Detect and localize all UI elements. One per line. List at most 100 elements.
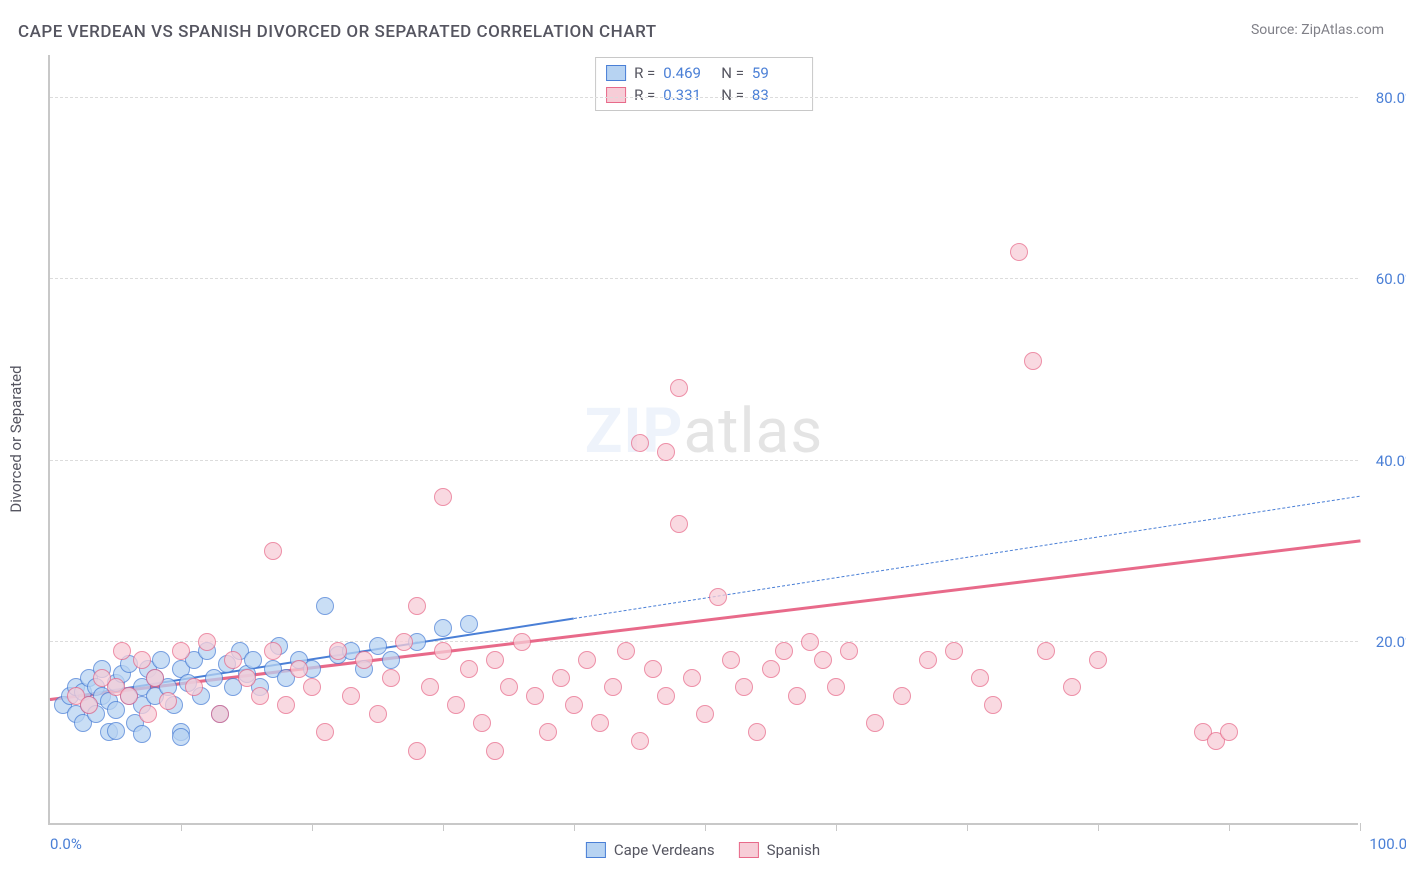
data-point <box>500 678 518 696</box>
data-point <box>185 678 203 696</box>
watermark-atlas: atlas <box>683 395 823 468</box>
data-point <box>290 660 308 678</box>
data-point <box>342 687 360 705</box>
data-point <box>264 642 282 660</box>
plot-region: Divorced or Separated 0.0% 100.0% ZIPatl… <box>48 55 1358 825</box>
data-point <box>205 669 223 687</box>
data-point <box>152 651 170 669</box>
data-point <box>1037 642 1055 660</box>
data-point <box>434 619 452 637</box>
legend-swatch <box>606 65 626 81</box>
data-point <box>696 705 714 723</box>
data-point <box>840 642 858 660</box>
x-axis-min-label: 0.0% <box>50 835 82 853</box>
data-point <box>552 669 570 687</box>
data-point <box>107 701 125 719</box>
data-point <box>473 714 491 732</box>
data-point <box>631 732 649 750</box>
data-point <box>1063 678 1081 696</box>
data-point <box>421 678 439 696</box>
data-point <box>670 515 688 533</box>
data-point <box>748 723 766 741</box>
data-point <box>604 678 622 696</box>
data-point <box>644 660 662 678</box>
x-tick <box>1360 823 1361 831</box>
data-point <box>107 722 125 740</box>
data-point <box>513 633 531 651</box>
x-tick <box>836 823 837 831</box>
source-label: Source: <box>1251 22 1301 38</box>
data-point <box>591 714 609 732</box>
data-point <box>631 434 649 452</box>
legend-n-value: 83 <box>752 86 802 104</box>
gridline-h <box>50 278 1358 279</box>
data-point <box>866 714 884 732</box>
data-point <box>133 725 151 743</box>
data-point <box>238 669 256 687</box>
data-point <box>408 597 426 615</box>
data-point <box>617 642 635 660</box>
legend-r-value: 0.331 <box>663 86 713 104</box>
data-point <box>329 642 347 660</box>
data-point <box>775 642 793 660</box>
x-tick <box>574 823 575 831</box>
data-point <box>408 742 426 760</box>
source-value: ZipAtlas.com <box>1301 22 1384 38</box>
data-point <box>762 660 780 678</box>
data-point <box>120 687 138 705</box>
data-point <box>657 687 675 705</box>
data-point <box>670 379 688 397</box>
data-point <box>80 696 98 714</box>
legend-swatch <box>739 842 759 858</box>
data-point <box>139 705 157 723</box>
data-point <box>984 696 1002 714</box>
data-point <box>395 633 413 651</box>
regression-line-dashed <box>574 496 1360 619</box>
legend-series-name: Spanish <box>767 841 820 859</box>
data-point <box>709 588 727 606</box>
data-point <box>316 597 334 615</box>
gridline-h <box>50 641 1358 642</box>
data-point <box>224 651 242 669</box>
data-point <box>382 669 400 687</box>
data-point <box>539 723 557 741</box>
y-tick-label: 40.0% <box>1376 452 1406 470</box>
data-point <box>578 651 596 669</box>
data-point <box>945 642 963 660</box>
x-tick <box>705 823 706 831</box>
data-point <box>172 642 190 660</box>
data-point <box>264 542 282 560</box>
legend-swatch <box>586 842 606 858</box>
data-point <box>460 660 478 678</box>
data-point <box>172 728 190 746</box>
data-point <box>316 723 334 741</box>
data-point <box>683 669 701 687</box>
legend-series-item: Spanish <box>739 841 820 859</box>
legend-stat-row: R =0.469N =59 <box>606 62 802 84</box>
x-tick <box>967 823 968 831</box>
x-tick <box>312 823 313 831</box>
legend-n-value: 59 <box>752 64 802 82</box>
legend-stat-row: R =0.331N =83 <box>606 84 802 106</box>
legend-series: Cape Verdeans Spanish <box>586 841 820 859</box>
legend-swatch <box>606 87 626 103</box>
legend-r-label: R = <box>634 64 655 82</box>
gridline-h <box>50 460 1358 461</box>
data-point <box>722 651 740 669</box>
x-axis-max-label: 100.0% <box>1369 835 1406 853</box>
data-point <box>1089 651 1107 669</box>
data-point <box>434 488 452 506</box>
x-tick <box>1098 823 1099 831</box>
data-point <box>133 651 151 669</box>
y-axis-label: Divorced or Separated <box>7 365 25 512</box>
data-point <box>919 651 937 669</box>
legend-r-label: R = <box>634 86 655 104</box>
data-point <box>303 678 321 696</box>
data-point <box>277 696 295 714</box>
chart-area: Divorced or Separated 0.0% 100.0% ZIPatl… <box>48 55 1358 825</box>
legend-series-name: Cape Verdeans <box>614 841 715 859</box>
legend-r-value: 0.469 <box>663 64 713 82</box>
data-point <box>159 692 177 710</box>
y-tick-label: 60.0% <box>1376 270 1406 288</box>
legend-series-item: Cape Verdeans <box>586 841 715 859</box>
